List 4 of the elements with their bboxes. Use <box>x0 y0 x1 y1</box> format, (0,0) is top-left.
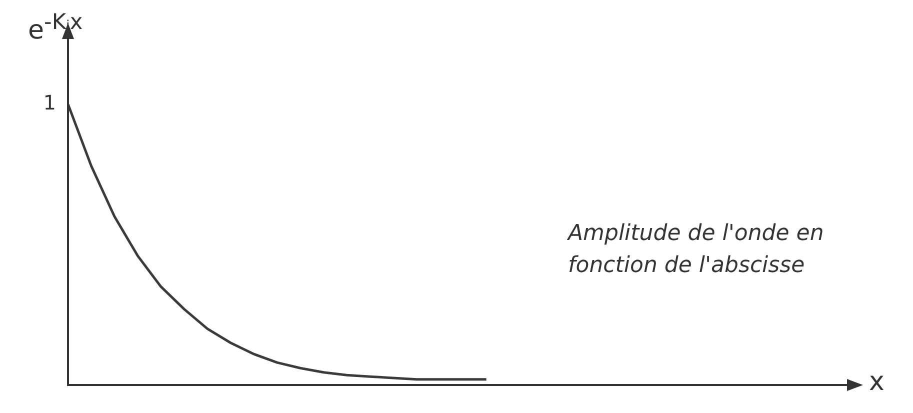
annotation: Amplitude de l'onde en fonction de l'abscisse <box>568 220 825 280</box>
x-axis-title: x <box>869 367 884 397</box>
text: 1 <box>43 90 56 114</box>
y-axis-title: e$^{-Kᵢx}$ <box>28 10 83 46</box>
